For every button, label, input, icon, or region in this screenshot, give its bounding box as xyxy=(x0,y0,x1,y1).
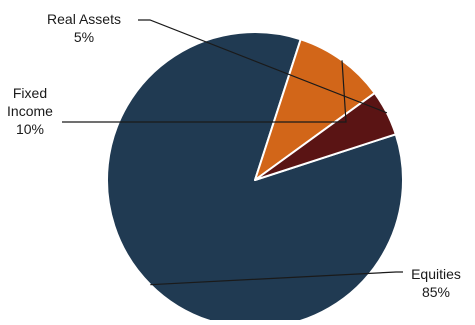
data-label-value: 85% xyxy=(422,284,450,300)
slices-layer xyxy=(106,31,404,325)
data-label-value: 5% xyxy=(74,29,94,45)
data-label-fixed-income: Fixed Income 10% xyxy=(7,85,53,137)
data-label-real-assets: Real Assets 5% xyxy=(47,11,121,45)
leader-line-real-assets xyxy=(138,19,388,114)
data-label-category: Fixed xyxy=(13,85,47,101)
leader-lines-layer xyxy=(62,19,403,286)
data-label-category: Income xyxy=(7,103,53,119)
pie-slice-fixed-income xyxy=(254,38,376,181)
data-label-category: Real Assets xyxy=(47,11,121,27)
data-label-category: Equities xyxy=(411,266,461,282)
leader-line-fixed-income xyxy=(62,60,347,123)
data-labels-layer: Equities 85% Fixed Income 10% Real Assets 5% xyxy=(7,11,461,300)
leader-line-equities xyxy=(150,271,403,286)
data-label-equities: Equities 85% xyxy=(411,266,461,300)
data-label-value: 10% xyxy=(16,121,44,137)
